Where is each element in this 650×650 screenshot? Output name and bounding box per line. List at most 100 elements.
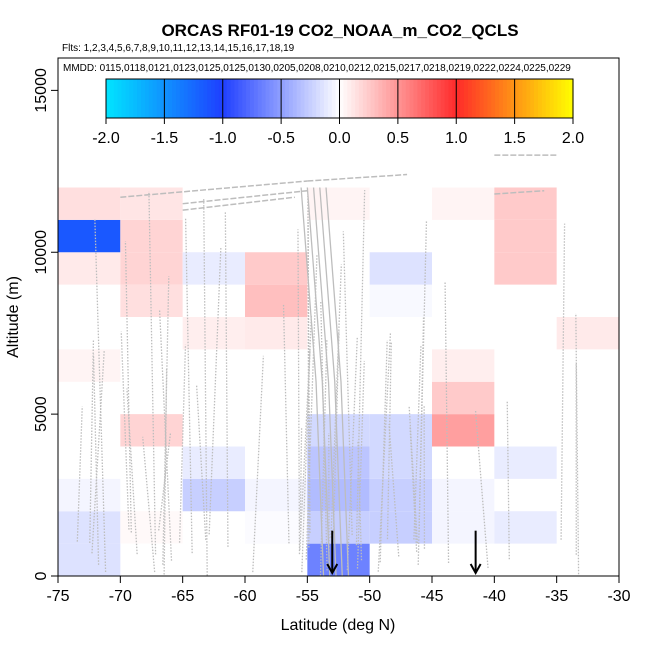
flight-transect — [494, 189, 545, 195]
colorbar-segment — [117, 79, 123, 118]
colorbar-segment — [475, 79, 481, 118]
flight-track — [148, 191, 157, 555]
colorbar-segment — [429, 79, 434, 118]
colorbar-segment — [113, 79, 119, 118]
colorbar-segment — [226, 79, 232, 118]
heatmap-cell — [58, 543, 121, 576]
colorbar-tick-label: 1.0 — [445, 130, 467, 147]
colorbar-tick-label: -1.5 — [151, 130, 179, 147]
colorbar-segment — [413, 79, 418, 118]
heatmap-cell — [432, 414, 495, 447]
colorbar-segment — [510, 79, 516, 118]
colorbar-segment — [530, 79, 535, 118]
colorbar-segment — [304, 79, 309, 118]
colorbar-segment — [358, 79, 364, 118]
colorbar-segment — [261, 79, 267, 118]
colorbar-segment — [133, 79, 138, 118]
colorbar-segment — [152, 79, 158, 118]
colorbar-segment — [518, 79, 524, 118]
colorbar-segment — [327, 79, 333, 118]
colorbar-segment — [316, 79, 321, 118]
heatmap-cell — [369, 478, 432, 512]
colorbar-segment — [129, 79, 134, 118]
flight-track — [299, 348, 311, 550]
colorbar-segment — [355, 79, 360, 118]
colorbar-segment — [144, 79, 150, 118]
colorbar-segment — [506, 79, 512, 118]
flight-track — [94, 218, 107, 572]
colorbar-segment — [160, 79, 165, 118]
colorbar-segment — [125, 79, 130, 118]
colorbar-segment — [425, 79, 430, 118]
heatmap-cell — [245, 317, 308, 350]
flight-track — [158, 433, 172, 531]
colorbar-segment — [214, 79, 220, 118]
y-tick-label: 15000 — [33, 68, 50, 113]
x-tick-label: -70 — [109, 588, 132, 605]
colorbar-tick-label: 1.5 — [504, 130, 526, 147]
flight-track — [377, 332, 392, 572]
colorbar-segment — [195, 79, 200, 118]
flight-track — [252, 355, 265, 573]
heatmap-cell — [369, 252, 432, 285]
flight-track — [124, 241, 132, 533]
colorbar-segment — [257, 79, 263, 118]
colorbar-segment — [347, 79, 352, 118]
colorbar-segment — [448, 79, 453, 118]
colorbar-segment — [141, 79, 146, 118]
colorbar-tick-label: -1.0 — [209, 130, 237, 147]
colorbar-segment — [440, 79, 446, 118]
colorbar-segment — [366, 79, 372, 118]
flight-track — [282, 303, 290, 544]
colorbar-segment — [390, 79, 395, 118]
colorbar-segment — [285, 79, 290, 118]
flight-transect — [307, 173, 408, 182]
heatmap-cell — [58, 252, 121, 285]
heatmap-cell — [369, 511, 432, 544]
colorbar-segment — [222, 79, 228, 118]
x-tick-label: -60 — [233, 588, 256, 605]
colorbar-segment — [444, 79, 450, 118]
colorbar-segment — [471, 79, 477, 118]
colorbar-segment — [370, 79, 376, 118]
heatmap-cell — [58, 187, 121, 220]
heatmap-cell — [245, 284, 308, 317]
heatmap-cell — [58, 511, 121, 544]
colorbar-segment — [288, 79, 294, 118]
colorbar-segment — [514, 79, 520, 118]
x-tick-label: -75 — [46, 588, 69, 605]
colorbar-segment — [168, 79, 173, 118]
heatmap-cell — [432, 478, 495, 512]
colorbar-segment — [296, 79, 302, 118]
colorbar-segment — [401, 79, 407, 118]
heatmap-cells — [58, 187, 619, 576]
colorbar-segment — [522, 79, 527, 118]
colorbar-segment — [545, 79, 551, 118]
flight-track — [300, 187, 325, 577]
flight-transect — [120, 180, 308, 198]
heatmap-cell — [120, 252, 183, 285]
colorbar-segment — [432, 79, 438, 118]
colorbar-segment — [218, 79, 224, 118]
colorbar-segment — [362, 79, 368, 118]
colorbar-segment — [495, 79, 500, 118]
heatmap-cell — [432, 187, 495, 220]
colorbar-segment — [393, 79, 399, 118]
colorbar-segment — [499, 79, 504, 118]
colorbar-segment — [203, 79, 208, 118]
flight-transect — [182, 196, 295, 211]
x-tick-label: -65 — [171, 588, 194, 605]
flight-track — [355, 190, 366, 546]
colorbar-segment — [191, 79, 197, 118]
colorbar-segment — [246, 79, 251, 118]
colorbar-tick-label: 0.0 — [328, 130, 350, 147]
flight-track — [575, 313, 580, 575]
heatmap-cell — [494, 511, 557, 544]
heatmap-cell — [494, 219, 557, 253]
colorbar-segment — [460, 79, 465, 118]
x-axis: -75 -70 -65 -60 -55 -50 -45 -40 -35 -30 — [46, 576, 631, 605]
colorbar-segment — [183, 79, 189, 118]
colorbar-segment — [137, 79, 142, 118]
colorbar-segment — [467, 79, 473, 118]
